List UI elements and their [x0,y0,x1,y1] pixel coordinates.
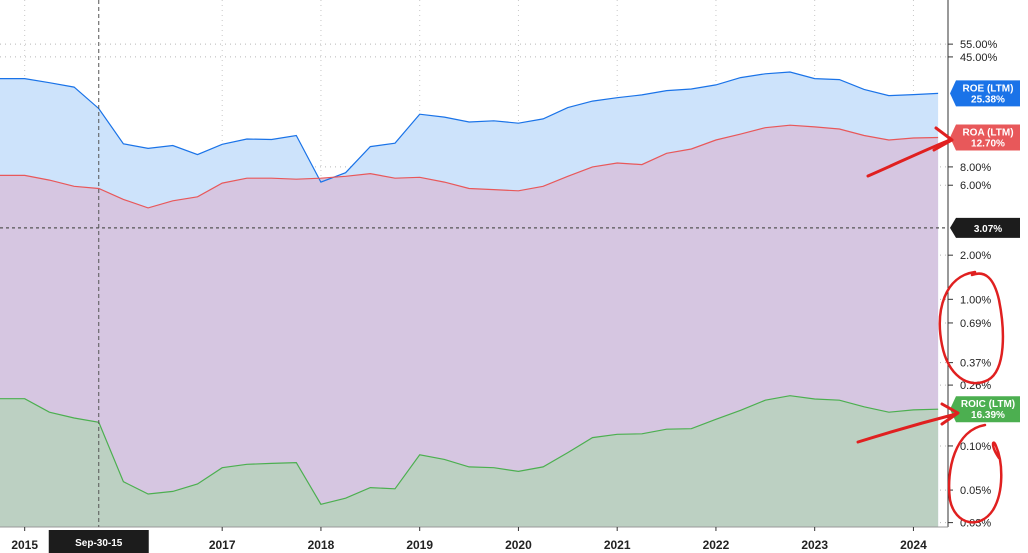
red-loop-upper [938,270,1005,385]
x-tick-label: 2024 [900,538,927,552]
red-arrow-roic-head [940,402,960,426]
roic-line [0,395,939,505]
roe-badge [950,80,1020,107]
y-tick-label: 6.00% [960,180,991,192]
x-tick-label: 2019 [406,538,433,552]
roa-badge-value: 12.70% [971,138,1005,149]
y-tick-label: 2.00% [960,250,991,262]
crosshair[interactable]: Sep-30-15 [48,0,149,553]
roic-badge-value: 16.39% [971,410,1005,421]
roa-line [0,124,939,209]
roe-badge-value: 25.38% [971,94,1005,105]
x-axis-ticks: 2015 2017 2018 2019 2020 2021 2022 2023 2024 [11,527,927,552]
roic-area [0,395,939,527]
roic-badge [950,396,1020,423]
y-tick-label: 1.00% [960,294,991,306]
x-tick-label: 2021 [604,538,631,552]
x-tick-label: 2015 [11,538,38,552]
x-tick-label: 2020 [505,538,532,552]
red-loop-lower [947,423,1003,524]
roa-badge-name: ROA (LTM) [962,127,1013,138]
series-badges: ROE (LTM)25.38% ROA (LTM)12.70% ROIC (LTM)… [950,80,1020,423]
y-tick-label: 8.00% [960,162,991,174]
roe-badge-name: ROE (LTM) [963,83,1014,94]
series-areas [0,72,939,527]
x-tick-label: 2023 [801,538,828,552]
y-tick-label: 45.00% [960,52,998,64]
roic-badge-name: ROIC (LTM) [961,399,1015,410]
roa-badge [950,124,1020,151]
red-arrow-roa [866,138,952,178]
reference-badge-label: 3.07% [974,224,1002,235]
x-tick-label: 2022 [703,538,730,552]
y-tick-label: 0.69% [960,318,991,330]
reference-badge [950,217,1020,238]
y-tick-label: 55.00% [960,39,998,51]
red-arrow-roic [856,412,958,444]
handwritten-annotations [856,126,1005,524]
y-tick-label: 0.05% [960,485,991,497]
red-arrow-roa-head [932,126,954,152]
x-tick-label: 2017 [209,538,236,552]
x-tick-label: 2018 [308,538,335,552]
series-lines [0,71,939,505]
y-tick-label: 0.10% [960,441,991,453]
y-tick-label: 0.37% [960,358,991,370]
roe-line [0,71,939,183]
crosshair-date-label: Sep-30-15 [75,538,123,549]
crosshair-date-box [48,530,149,553]
